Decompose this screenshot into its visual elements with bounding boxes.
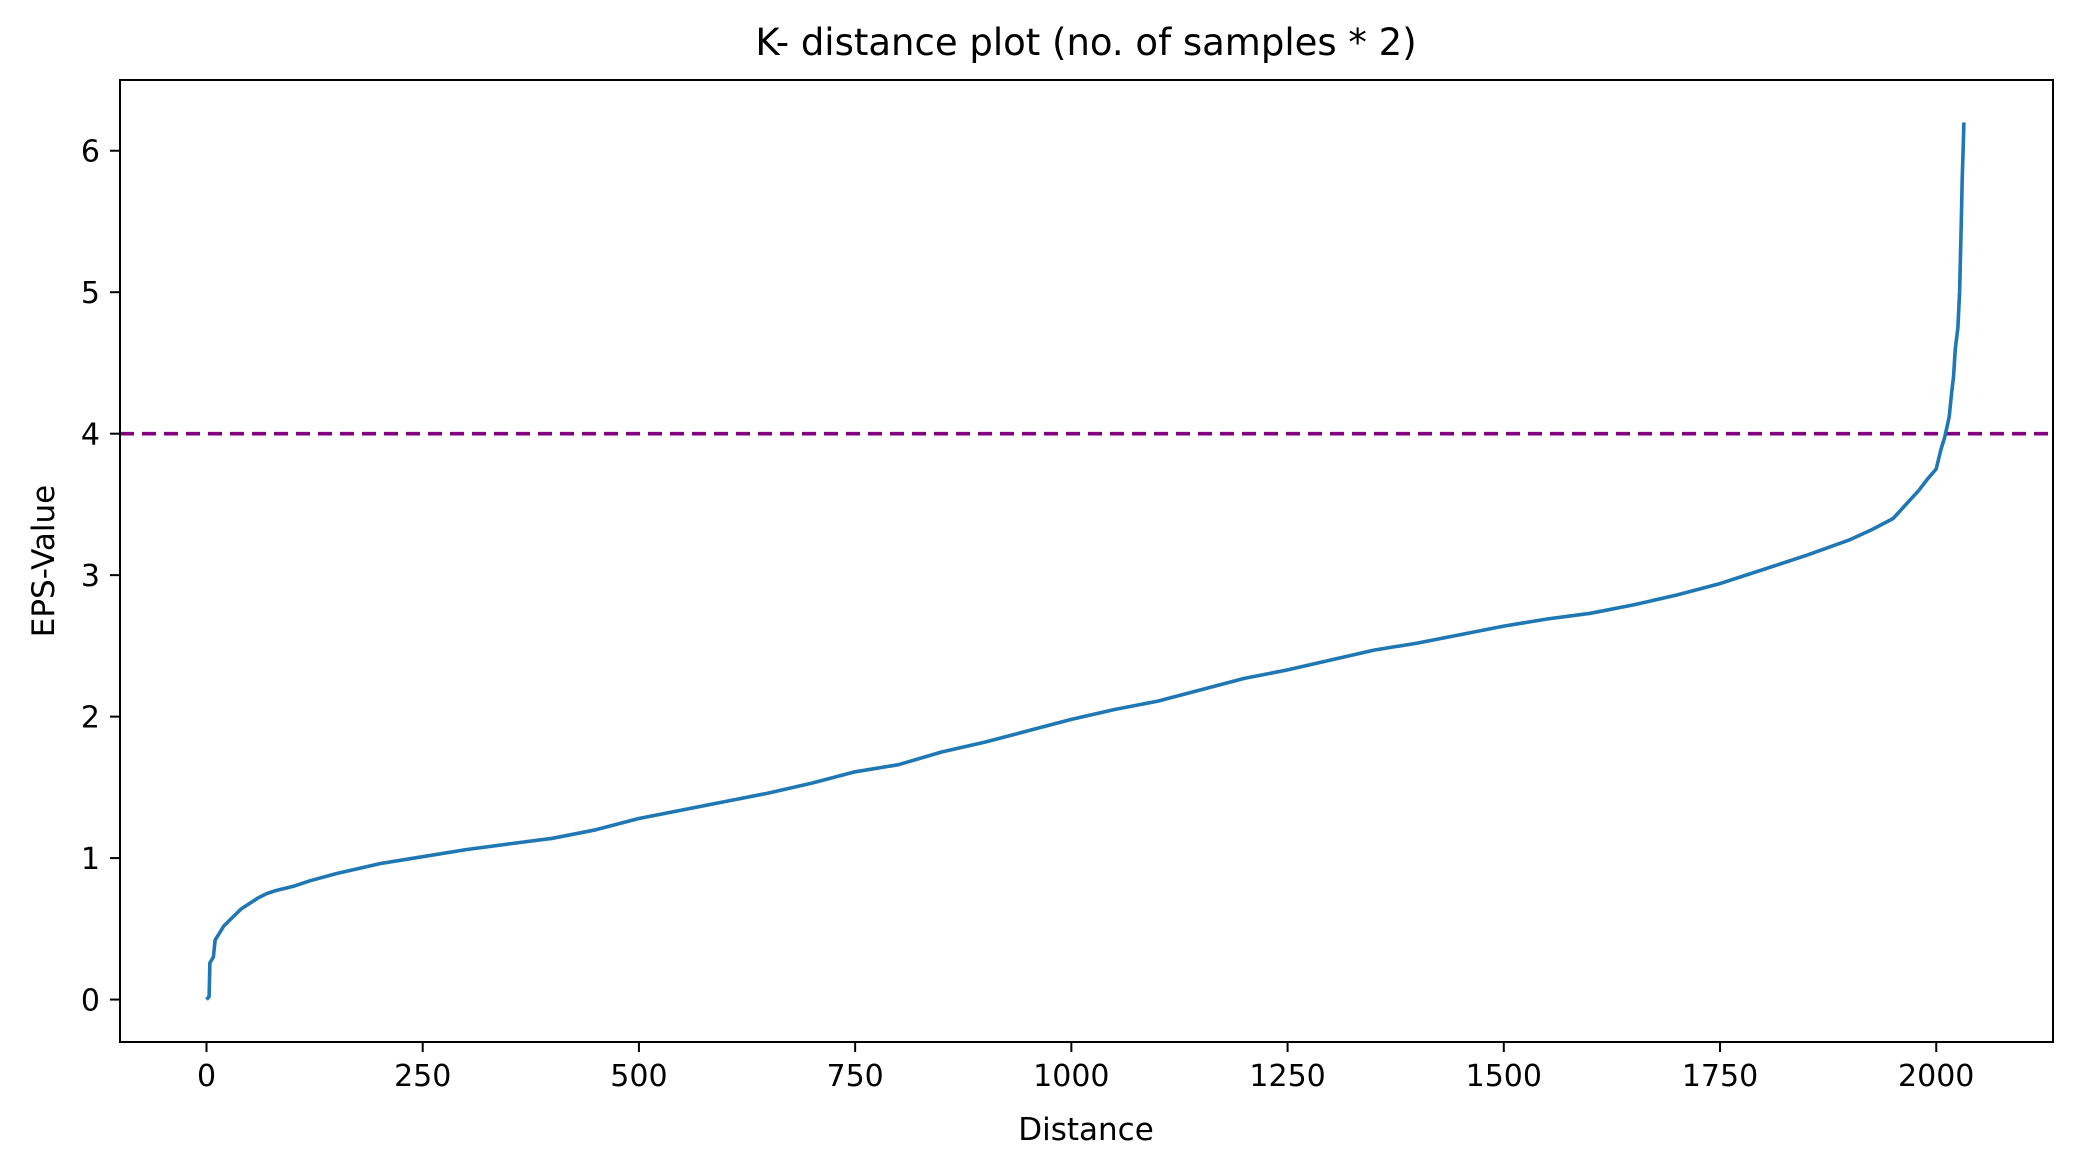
x-tick-label: 500 xyxy=(610,1059,667,1094)
y-tick-label: 6 xyxy=(81,135,100,170)
y-tick-label: 3 xyxy=(81,559,100,594)
x-tick-label: 2000 xyxy=(1898,1059,1974,1094)
y-tick-label: 0 xyxy=(81,984,100,1019)
chart-title: K- distance plot (no. of samples * 2) xyxy=(755,21,1416,64)
x-axis-label: Distance xyxy=(1018,1112,1154,1148)
y-tick-label: 4 xyxy=(81,418,100,453)
x-tick-label: 250 xyxy=(394,1059,451,1094)
y-tick-label: 1 xyxy=(81,842,100,877)
plot-frame xyxy=(119,79,2054,1043)
series-group xyxy=(205,122,1966,1001)
x-tick-label: 1250 xyxy=(1249,1059,1325,1094)
y-axis-ticks: 0 1 2 3 4 5 6 xyxy=(81,135,120,1019)
x-tick-label: 1000 xyxy=(1033,1059,1109,1094)
k-distance-series-line xyxy=(205,122,1966,1001)
x-tick-label: 750 xyxy=(827,1059,884,1094)
y-tick-label: 2 xyxy=(81,701,100,736)
x-tick-label: 1750 xyxy=(1682,1059,1758,1094)
y-axis-label: EPS-Value xyxy=(26,485,62,637)
x-axis-ticks: 0 250 500 750 1000 1250 1500 1750 2000 xyxy=(197,1042,1974,1094)
x-tick-label: 1500 xyxy=(1466,1059,1542,1094)
x-tick-label: 0 xyxy=(197,1059,216,1094)
y-tick-label: 5 xyxy=(81,276,100,311)
